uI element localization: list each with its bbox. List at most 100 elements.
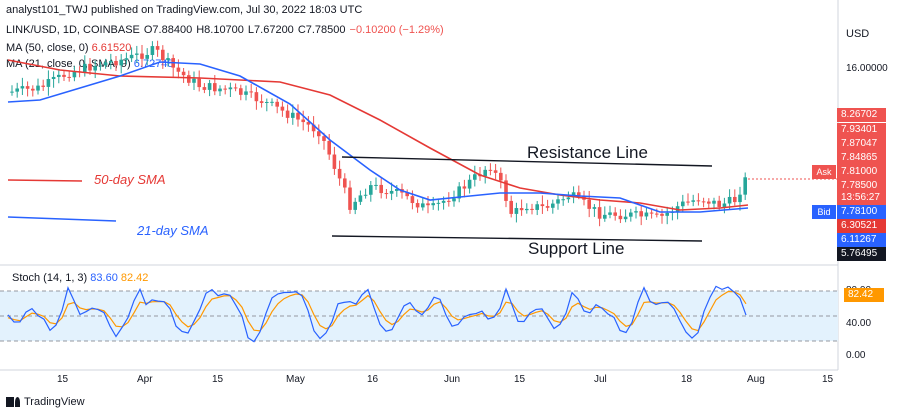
candle-body bbox=[447, 200, 451, 202]
price-tag-bid: 7.78100 bbox=[837, 205, 886, 219]
candle-body bbox=[410, 196, 415, 204]
ma21-label: MA (21, close, 0, SMA, 9) bbox=[6, 58, 131, 70]
candle-body bbox=[285, 110, 290, 118]
candle-body bbox=[270, 101, 274, 103]
candle-body bbox=[395, 188, 399, 191]
candle-body bbox=[124, 58, 129, 60]
candle-body bbox=[207, 83, 212, 90]
candle-body bbox=[197, 78, 201, 88]
candle-body bbox=[161, 49, 165, 61]
resistance-line[interactable] bbox=[341, 156, 713, 167]
date-label: 18 bbox=[681, 374, 693, 385]
candle-body bbox=[556, 199, 560, 204]
candle-body bbox=[306, 122, 311, 125]
candle-body bbox=[259, 101, 264, 103]
candle-body bbox=[31, 88, 35, 91]
candle-body bbox=[462, 186, 467, 189]
candle-body bbox=[535, 204, 539, 210]
candle-body bbox=[358, 195, 363, 202]
candle-body bbox=[192, 78, 196, 83]
date-label: May bbox=[286, 374, 305, 385]
candle-body bbox=[701, 201, 706, 203]
candle-body bbox=[686, 201, 690, 203]
candle-body bbox=[317, 131, 321, 137]
candle-body bbox=[166, 58, 170, 61]
candle-body bbox=[202, 87, 207, 90]
candle-body bbox=[514, 208, 519, 214]
stoch-tag-d: 82.42 bbox=[844, 288, 884, 302]
high-value: H8.10700 bbox=[196, 24, 244, 36]
date-label: Apr bbox=[137, 374, 153, 385]
candle-body bbox=[114, 60, 118, 66]
candle-body bbox=[296, 112, 300, 120]
open-value: O7.88400 bbox=[143, 24, 193, 36]
candle-body bbox=[244, 91, 248, 95]
candle-body bbox=[525, 208, 529, 211]
candle-body bbox=[109, 60, 113, 63]
candle-body bbox=[228, 87, 233, 90]
candle-body bbox=[332, 154, 337, 169]
tradingview-logo-icon bbox=[6, 397, 20, 407]
candle-body bbox=[743, 177, 747, 195]
price-level-16: 16.00000 bbox=[846, 63, 888, 74]
candle-body bbox=[145, 54, 149, 59]
candle-body bbox=[618, 215, 623, 220]
candle-body bbox=[254, 92, 259, 102]
symbol-name[interactable]: LINK/USD, 1D, COINBASE bbox=[6, 24, 140, 36]
stoch-k-line bbox=[7, 285, 747, 343]
candle-body bbox=[733, 196, 737, 203]
candle-body bbox=[363, 194, 368, 196]
candle-body bbox=[233, 87, 238, 89]
publish-info: analyst101_TWJ published on TradingView.… bbox=[6, 4, 363, 16]
candle-body bbox=[239, 88, 243, 95]
candle-body bbox=[223, 88, 227, 90]
candle-body bbox=[15, 88, 19, 92]
candle-body bbox=[436, 202, 441, 204]
candle-body bbox=[10, 91, 14, 93]
candle-body bbox=[493, 170, 498, 173]
support-line[interactable] bbox=[331, 235, 703, 242]
stoch-legend[interactable]: Stoch (14, 1, 3) 83.60 82.42 bbox=[12, 272, 148, 284]
candle-body bbox=[20, 86, 25, 89]
candle-body bbox=[337, 168, 342, 179]
candle-body bbox=[155, 46, 160, 50]
change-value: −0.10200 (−1.29%) bbox=[349, 24, 444, 36]
candle-body bbox=[551, 203, 555, 208]
candle-body bbox=[545, 206, 550, 208]
symbol-ohlc-line: LINK/USD, 1D, COINBASE O7.88400 H8.10700… bbox=[6, 24, 444, 36]
candle-body bbox=[405, 192, 409, 197]
candle-body bbox=[327, 140, 331, 155]
candle-body bbox=[103, 62, 108, 66]
candle-body bbox=[218, 88, 222, 92]
candle-body bbox=[389, 190, 394, 194]
ma50-line bbox=[7, 59, 749, 211]
candle-body bbox=[629, 212, 633, 217]
date-label: 15 bbox=[57, 374, 69, 385]
candle-body bbox=[452, 198, 456, 202]
candle-body bbox=[717, 200, 721, 207]
stoch-band bbox=[0, 291, 838, 341]
candle-body bbox=[722, 203, 727, 207]
sma21-annotation-line bbox=[7, 216, 117, 222]
candle-body bbox=[634, 211, 638, 213]
candle-body bbox=[119, 59, 123, 66]
candle-body bbox=[712, 200, 716, 204]
price-tag-1: 8.26702 bbox=[837, 108, 886, 122]
ask-badge: Ask bbox=[812, 165, 836, 179]
candle-body bbox=[291, 112, 295, 118]
candle-body bbox=[322, 136, 326, 141]
candle-body bbox=[649, 212, 654, 214]
candle-body bbox=[265, 101, 269, 103]
candle-body bbox=[707, 201, 711, 204]
ma50-legend[interactable]: MA (50, close, 0) 6.61520 bbox=[6, 42, 131, 54]
candle-body bbox=[384, 193, 389, 195]
candle-body bbox=[566, 197, 571, 200]
candle-body bbox=[488, 169, 493, 171]
candle-body bbox=[426, 203, 430, 206]
currency-label: USD bbox=[846, 28, 870, 40]
price-tag-4: 7.84865 bbox=[837, 151, 886, 165]
footer-brand[interactable]: TradingView bbox=[6, 396, 85, 408]
candle-body bbox=[353, 201, 357, 210]
candle-body bbox=[639, 211, 643, 217]
